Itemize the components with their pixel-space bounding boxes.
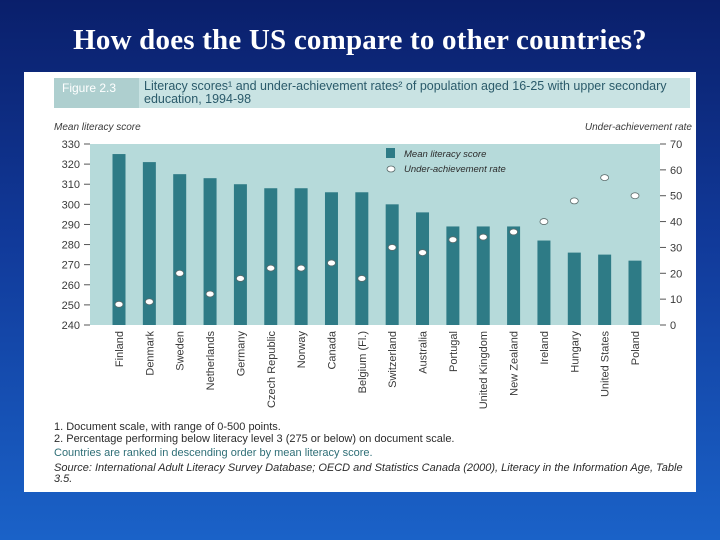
category-label: Ireland (539, 331, 551, 365)
category-label: United Kingdom (478, 331, 490, 409)
score-bar (507, 226, 521, 325)
left-axis-title: Mean literacy score (54, 122, 141, 133)
category-label: Belgium (Fl.) (357, 331, 369, 393)
figure-panel: Figure 2.3 Literacy scores¹ and under-ac… (24, 72, 696, 492)
category-label: New Zealand (509, 331, 521, 396)
left-tick-label: 250 (62, 300, 80, 312)
underachievement-marker (448, 236, 458, 244)
figure-notes: 1. Document scale, with range of 0-500 p… (54, 421, 694, 486)
category-label: Norway (296, 331, 308, 369)
figure-number: Figure 2.3 (54, 78, 139, 108)
score-bar (628, 260, 642, 325)
score-bar (142, 162, 156, 325)
underachievement-marker (418, 249, 427, 257)
underachievement-marker (509, 228, 518, 236)
right-tick-label: 70 (670, 139, 682, 151)
score-bar (385, 204, 399, 325)
underachievement-marker (600, 174, 610, 182)
category-label: Netherlands (205, 331, 217, 391)
category-label: Denmark (144, 331, 156, 376)
score-bar (264, 188, 278, 325)
figure-caption: Literacy scores¹ and under-achievement r… (144, 79, 667, 106)
left-tick-label: 280 (62, 240, 80, 252)
underachievement-marker (539, 218, 549, 225)
left-tick-label: 330 (62, 139, 80, 151)
literacy-chart: Mean literacy score Under-achievement rat… (54, 122, 693, 409)
underachievement-marker (144, 298, 154, 306)
right-tick-label: 50 (670, 191, 682, 203)
score-bar (537, 240, 551, 325)
category-label: United States (600, 331, 612, 398)
score-bar (476, 226, 490, 325)
legend-bar-swatch (386, 148, 395, 158)
note-1: 1. Document scale, with range of 0-500 p… (54, 421, 281, 433)
score-bar (203, 178, 217, 325)
underachievement-marker (357, 275, 367, 282)
source-note: Source: International Adult Literacy Sur… (54, 461, 683, 485)
underachievement-marker (630, 192, 640, 200)
score-bar (294, 188, 308, 325)
category-label: Australia (418, 330, 430, 374)
underachievement-marker (569, 197, 579, 205)
left-tick-label: 320 (62, 159, 80, 171)
note-2: 2. Percentage performing below literacy … (54, 432, 455, 445)
left-tick-label: 290 (62, 219, 80, 231)
right-axis-title: Under-achievement rate (585, 122, 693, 133)
score-bar (416, 212, 430, 325)
right-tick-label: 0 (670, 320, 676, 332)
score-bar (233, 184, 247, 325)
category-label: Poland (630, 331, 642, 365)
right-tick-label: 40 (670, 217, 682, 229)
left-tick-label: 300 (62, 199, 80, 211)
legend-marker-swatch (386, 165, 396, 173)
score-bar (355, 192, 369, 325)
legend-bar-label: Mean literacy score (404, 149, 486, 160)
category-label: Sweden (175, 331, 187, 371)
underachievement-marker (296, 264, 306, 272)
underachievement-marker (266, 264, 276, 272)
underachievement-marker (205, 290, 215, 298)
underachievement-marker (236, 275, 245, 282)
category-label: Canada (326, 330, 338, 369)
underachievement-marker (387, 244, 397, 251)
score-bar (324, 192, 338, 325)
underachievement-marker (175, 269, 185, 277)
score-bar (567, 252, 581, 325)
slide-title: How does the US compare to other countri… (73, 24, 647, 56)
right-tick-label: 30 (670, 242, 682, 254)
left-tick-label: 310 (62, 179, 80, 191)
underachievement-marker (114, 300, 124, 308)
category-label: Switzerland (387, 331, 399, 388)
left-tick-label: 270 (62, 260, 80, 272)
category-label: Finland (114, 331, 126, 367)
ranking-note: Countries are ranked in descending order… (54, 447, 373, 459)
category-label: Germany (235, 331, 247, 377)
score-bar (112, 154, 126, 325)
underachievement-marker (327, 259, 336, 267)
category-label: Portugal (448, 331, 460, 372)
right-tick-label: 20 (670, 268, 682, 280)
legend-marker-label: Under-achievement rate (404, 164, 506, 175)
right-tick-label: 10 (670, 294, 682, 306)
right-tick-label: 60 (670, 165, 682, 177)
category-label: Hungary (569, 331, 581, 373)
left-tick-label: 240 (62, 320, 80, 332)
score-bar (446, 226, 460, 325)
category-label: Czech Republic (266, 331, 278, 409)
figure-header: Figure 2.3 Literacy scores¹ and under-ac… (54, 78, 690, 108)
left-tick-label: 260 (62, 280, 80, 292)
underachievement-marker (478, 233, 488, 241)
score-bar (598, 254, 612, 325)
score-bar (173, 174, 187, 325)
